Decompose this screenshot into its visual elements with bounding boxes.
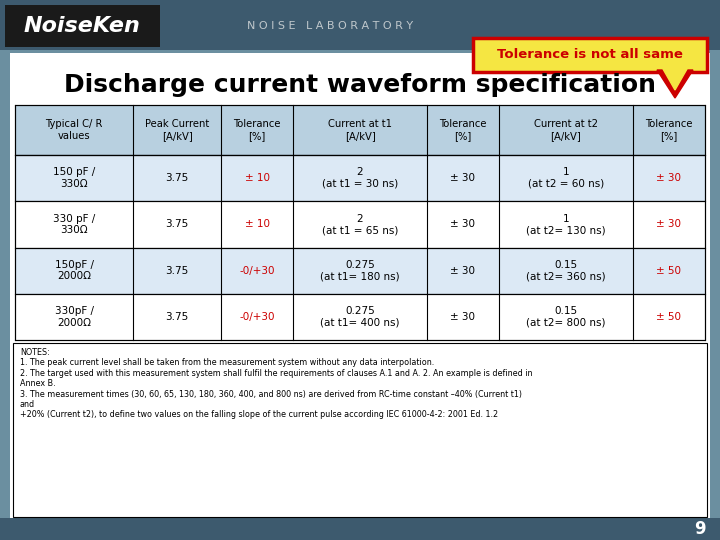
Text: N O I S E   L A B O R A T O R Y: N O I S E L A B O R A T O R Y — [247, 21, 413, 31]
FancyBboxPatch shape — [13, 343, 707, 517]
Text: ± 50: ± 50 — [657, 266, 681, 275]
Text: 3.75: 3.75 — [166, 173, 189, 183]
FancyBboxPatch shape — [0, 0, 720, 50]
Text: NoiseKen: NoiseKen — [24, 16, 140, 36]
FancyBboxPatch shape — [15, 105, 705, 155]
Text: 150pF /
2000Ω: 150pF / 2000Ω — [55, 260, 94, 281]
Text: ± 50: ± 50 — [657, 312, 681, 322]
Polygon shape — [657, 70, 693, 98]
Text: 2
(at t1 = 65 ns): 2 (at t1 = 65 ns) — [322, 214, 398, 235]
Polygon shape — [663, 69, 687, 90]
Text: Peak Current
[A/kV]: Peak Current [A/kV] — [145, 119, 209, 141]
Text: 0.275
(at t1= 180 ns): 0.275 (at t1= 180 ns) — [320, 260, 400, 281]
Text: 1
(at t2= 130 ns): 1 (at t2= 130 ns) — [526, 214, 606, 235]
Text: Tolerance
[%]: Tolerance [%] — [645, 119, 693, 141]
Text: 9: 9 — [694, 520, 706, 538]
FancyBboxPatch shape — [5, 5, 160, 47]
Text: 150 pF /
330Ω: 150 pF / 330Ω — [53, 167, 95, 189]
Text: 3.75: 3.75 — [166, 219, 189, 230]
Text: ± 30: ± 30 — [451, 266, 475, 275]
Text: ± 30: ± 30 — [451, 219, 475, 230]
Text: -0/+30: -0/+30 — [239, 312, 275, 322]
Text: Typical C/ R
values: Typical C/ R values — [45, 119, 103, 141]
FancyBboxPatch shape — [10, 53, 710, 518]
Text: Discharge current waveform specification: Discharge current waveform specification — [64, 73, 656, 97]
Text: ± 30: ± 30 — [657, 173, 681, 183]
Text: 1
(at t2 = 60 ns): 1 (at t2 = 60 ns) — [528, 167, 604, 189]
FancyBboxPatch shape — [15, 155, 705, 201]
FancyBboxPatch shape — [0, 518, 720, 540]
Text: ± 30: ± 30 — [657, 219, 681, 230]
Text: ± 30: ± 30 — [451, 173, 475, 183]
Text: NOTES:
1. The peak current level shall be taken from the measurement system with: NOTES: 1. The peak current level shall b… — [20, 348, 533, 420]
Text: Tolerance
[%]: Tolerance [%] — [439, 119, 487, 141]
FancyBboxPatch shape — [15, 201, 705, 247]
Text: ± 10: ± 10 — [245, 219, 269, 230]
Text: 0.15
(at t2= 360 ns): 0.15 (at t2= 360 ns) — [526, 260, 606, 281]
FancyBboxPatch shape — [15, 294, 705, 340]
Text: 3.75: 3.75 — [166, 266, 189, 275]
Text: ± 10: ± 10 — [245, 173, 269, 183]
Text: -0/+30: -0/+30 — [239, 266, 275, 275]
Text: 2
(at t1 = 30 ns): 2 (at t1 = 30 ns) — [322, 167, 398, 189]
Text: 0.275
(at t1= 400 ns): 0.275 (at t1= 400 ns) — [320, 306, 400, 328]
FancyBboxPatch shape — [15, 247, 705, 294]
Text: 3.75: 3.75 — [166, 312, 189, 322]
Text: Current at t1
[A/kV]: Current at t1 [A/kV] — [328, 119, 392, 141]
Text: Current at t2
[A/kV]: Current at t2 [A/kV] — [534, 119, 598, 141]
Text: Tolerance is not all same: Tolerance is not all same — [497, 49, 683, 62]
Text: 0.15
(at t2= 800 ns): 0.15 (at t2= 800 ns) — [526, 306, 606, 328]
Text: ± 30: ± 30 — [451, 312, 475, 322]
Text: Tolerance
[%]: Tolerance [%] — [233, 119, 281, 141]
Text: 330 pF /
330Ω: 330 pF / 330Ω — [53, 214, 95, 235]
Text: 330pF /
2000Ω: 330pF / 2000Ω — [55, 306, 94, 328]
FancyBboxPatch shape — [473, 38, 707, 72]
